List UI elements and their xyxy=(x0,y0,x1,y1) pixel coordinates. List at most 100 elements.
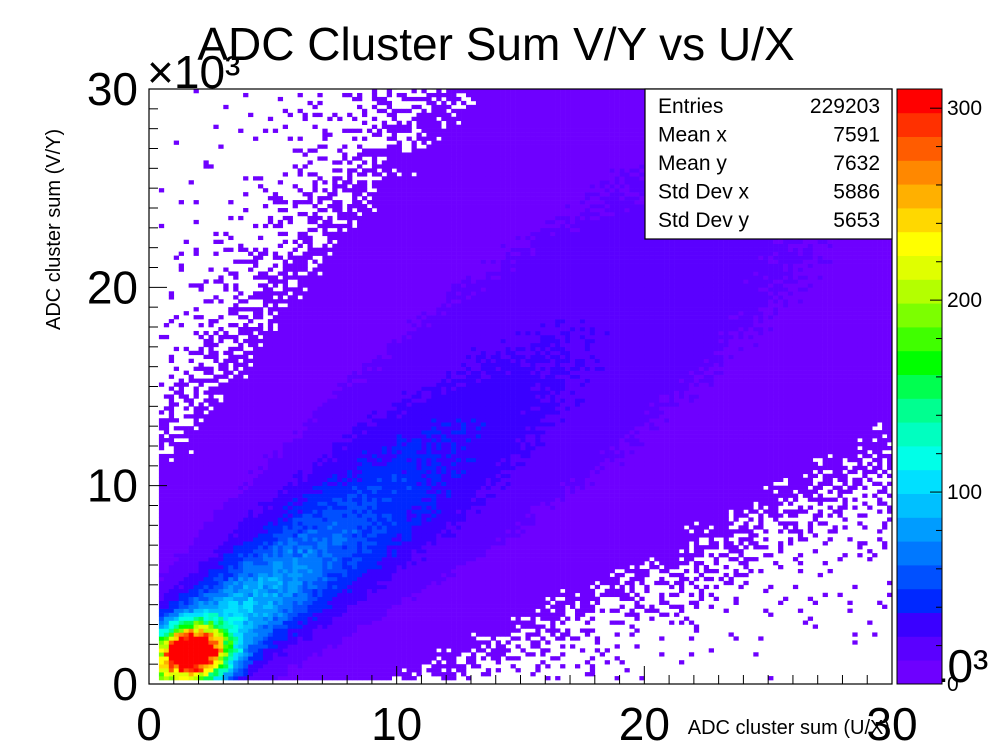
heat-cell xyxy=(361,196,368,201)
heat-cell xyxy=(347,279,353,284)
heat-cell xyxy=(218,644,224,649)
heat-cell xyxy=(322,255,328,260)
heat-cell xyxy=(307,271,313,276)
heat-cell xyxy=(203,426,209,431)
heat-cell xyxy=(282,350,288,356)
heat-cell xyxy=(391,652,397,657)
heat-cell xyxy=(342,394,348,399)
heat-cell xyxy=(342,660,348,665)
heat-cell xyxy=(302,632,308,637)
heat-cell xyxy=(371,211,378,217)
heat-cell xyxy=(347,517,353,522)
heat-cell xyxy=(361,378,368,383)
heat-cell xyxy=(337,168,343,173)
heat-cell xyxy=(218,406,224,411)
heat-cell xyxy=(391,374,397,379)
heat-cell xyxy=(347,410,353,415)
heat-cell xyxy=(262,299,269,304)
heat-cell xyxy=(352,374,358,379)
heat-cell xyxy=(223,362,229,367)
heat-cell xyxy=(243,505,249,510)
heat-cell xyxy=(302,231,308,237)
heat-cell xyxy=(267,672,274,677)
heat-cell xyxy=(193,584,199,590)
heat-cell xyxy=(253,390,259,395)
heat-cell xyxy=(208,553,214,558)
heat-cell xyxy=(376,537,383,542)
heat-cell xyxy=(272,196,279,201)
heat-cell xyxy=(391,572,397,578)
heat-cell xyxy=(307,557,313,562)
heat-cell xyxy=(371,576,378,582)
heat-cell xyxy=(327,521,333,526)
heat-cell xyxy=(233,604,239,609)
heat-cell xyxy=(391,624,397,629)
heat-cell xyxy=(183,449,189,455)
heat-cell xyxy=(342,267,348,272)
heat-cell xyxy=(302,664,308,669)
heat-cell xyxy=(337,632,343,637)
heat-cell xyxy=(297,640,303,645)
heat-cell xyxy=(282,604,288,609)
heat-cell xyxy=(248,485,254,490)
heat-cell xyxy=(302,600,308,605)
heat-cell xyxy=(282,565,288,570)
heat-cell xyxy=(371,568,378,574)
heat-cell xyxy=(332,557,338,562)
heat-cell xyxy=(287,517,293,522)
heat-cell xyxy=(223,267,229,272)
heat-cell xyxy=(391,346,397,352)
heat-cell xyxy=(292,319,298,324)
heat-cell xyxy=(262,338,269,344)
heat-cell xyxy=(312,327,318,332)
heat-cell xyxy=(366,275,373,280)
heat-cell xyxy=(386,636,393,641)
heat-cell xyxy=(282,541,288,546)
heat-cell xyxy=(208,493,214,498)
heat-cell xyxy=(312,442,318,447)
heat-cell xyxy=(366,537,373,542)
heat-cell xyxy=(163,457,170,463)
heat-cell xyxy=(322,533,328,538)
heat-cell xyxy=(243,672,249,677)
heat-cell xyxy=(337,200,343,205)
heat-cell xyxy=(307,414,313,419)
heat-cell xyxy=(267,327,274,332)
heat-cell xyxy=(327,299,333,304)
heat-cell xyxy=(376,489,383,494)
heat-cell xyxy=(347,580,353,586)
heat-cell xyxy=(188,568,194,574)
heat-cell xyxy=(322,251,328,256)
heat-cell xyxy=(183,549,189,554)
heat-cell xyxy=(272,291,279,296)
heat-cell xyxy=(327,366,333,371)
heat-cell xyxy=(381,620,388,625)
heat-cell xyxy=(233,457,239,463)
heat-cell xyxy=(183,529,189,534)
heat-cell xyxy=(386,378,393,383)
heat-cell xyxy=(203,465,209,471)
heat-cell xyxy=(337,465,343,471)
heat-cell xyxy=(233,453,239,459)
heat-cell xyxy=(332,418,338,423)
heat-cell xyxy=(391,461,397,467)
heat-cell xyxy=(238,453,244,459)
heat-cell xyxy=(381,600,388,605)
heat-cell xyxy=(292,350,298,356)
heat-cell xyxy=(332,283,338,288)
heat-cell xyxy=(203,584,209,590)
heat-cell xyxy=(277,529,284,534)
heat-cell xyxy=(168,644,175,649)
heat-cell xyxy=(228,565,234,570)
heat-cell xyxy=(352,489,358,494)
heat-cell xyxy=(198,620,204,625)
heat-cell xyxy=(188,453,194,459)
heat-cell xyxy=(342,243,348,248)
heat-cell xyxy=(267,279,274,284)
heat-cell xyxy=(357,493,363,498)
heat-cell xyxy=(352,426,358,431)
heat-cell xyxy=(248,414,254,419)
heat-cell xyxy=(262,628,269,633)
heat-cell xyxy=(262,128,269,133)
heat-cell xyxy=(337,303,343,308)
